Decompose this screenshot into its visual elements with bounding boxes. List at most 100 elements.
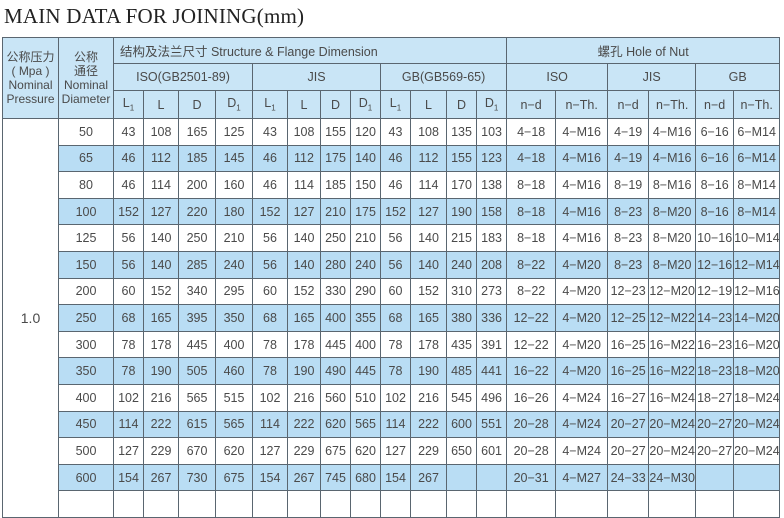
table-cell: 140 — [410, 224, 447, 252]
table-cell: 200 — [178, 171, 216, 199]
table-cell: 158 — [475, 197, 508, 226]
table-cell: 4−M24 — [555, 410, 609, 439]
table-row: 400 102 216 565 515 102 216 560 510 102 216 545 496 1… — [3, 383, 781, 412]
table-cell: 565 — [178, 383, 216, 412]
table-cell: 46 — [113, 144, 144, 173]
table-cell: 140 — [350, 144, 381, 173]
dimension-column-header: L1 — [252, 90, 288, 119]
table-cell: 340 — [178, 277, 216, 306]
table-cell: 190 — [410, 357, 447, 385]
table-cell: 745 — [320, 463, 351, 492]
table-cell: 650 — [446, 437, 477, 465]
table-cell — [380, 490, 411, 518]
table-cell: 6−16 — [695, 118, 735, 146]
page-title: MAIN DATA FOR JOINING(mm) — [4, 4, 305, 28]
table-cell: 8−18 — [506, 197, 557, 226]
column-subscript: 1 — [367, 103, 373, 113]
table-cell: 4−M27 — [555, 463, 609, 492]
dimension-column-header: D1 — [350, 90, 381, 119]
table-cell: 16−M24 — [648, 383, 697, 412]
table-cell: 43 — [113, 118, 144, 146]
table-cell: 560 — [320, 383, 351, 412]
table-cell: 545 — [446, 383, 477, 412]
table-cell: 8−22 — [506, 277, 557, 306]
table-cell: 250 — [320, 224, 351, 252]
nominal-diameter-cell: 250 — [58, 304, 114, 332]
table-cell: 138 — [475, 171, 508, 199]
table-cell — [695, 490, 735, 518]
table-cell: 8−16 — [695, 171, 735, 199]
table-cell: 12−M14 — [733, 250, 781, 279]
table-cell: 12−25 — [607, 304, 650, 332]
table-cell: 400 — [215, 330, 253, 359]
table-cell — [475, 463, 508, 492]
table-cell: 16−23 — [695, 330, 735, 359]
table-cell: 20−M24 — [733, 437, 781, 465]
hole-iso-header: ISO — [506, 63, 609, 91]
table-cell: 127 — [410, 197, 447, 226]
header-line: Nominal — [63, 78, 108, 92]
table-cell: 56 — [380, 250, 411, 279]
table-cell: 165 — [287, 304, 321, 332]
table-row: 500 127 229 670 620 127 229 675 620 127 229 650 601 2… — [3, 437, 781, 465]
table-cell: 675 — [215, 463, 253, 492]
table-cell: 127 — [287, 197, 321, 226]
table-cell: 435 — [446, 330, 477, 359]
table-row: 65 46 112 185 145 46 112 175 140 46 112 155 123 4−18 4… — [3, 144, 781, 173]
table-cell: 160 — [215, 171, 253, 199]
table-cell: 18−M24 — [733, 383, 781, 412]
table-cell: 4−M16 — [648, 144, 697, 173]
table-cell: 250 — [178, 224, 216, 252]
table-cell: 16−25 — [607, 357, 650, 385]
table-cell: 8−18 — [506, 224, 557, 252]
table-cell: 165 — [178, 118, 216, 146]
table-cell: 445 — [350, 357, 381, 385]
table-cell: 551 — [475, 410, 508, 439]
nominal-diameter-cell: 65 — [58, 144, 114, 173]
table-cell: 152 — [287, 277, 321, 306]
table-cell: 20−27 — [607, 410, 650, 439]
table-cell: 445 — [178, 330, 216, 359]
table-cell: 185 — [178, 144, 216, 173]
nominal-diameter-cell: 350 — [58, 357, 114, 385]
table-row: 1.0 50 43 108 165 125 43 108 155 120 43 108 135 103 4−… — [2, 118, 781, 518]
nominal-diameter-cell: 400 — [58, 383, 114, 412]
table-cell: 165 — [410, 304, 447, 332]
nominal-diameter-cell: 600 — [58, 463, 114, 492]
table-cell: 16−M22 — [648, 357, 697, 385]
table-cell: 183 — [475, 224, 508, 252]
joining-data-table: 公称压力 ( Mpa ) Nominal Pressure 公称 通径 Nomi… — [2, 37, 781, 518]
table-cell: 102 — [380, 383, 411, 412]
table-cell: 175 — [320, 144, 351, 173]
table-cell: 6−M14 — [733, 118, 781, 146]
table-cell: 24−33 — [607, 463, 650, 492]
table-cell: 155 — [446, 144, 477, 173]
table-cell — [446, 463, 477, 492]
table-cell: 8−M20 — [648, 197, 697, 226]
table-cell: 8−22 — [506, 250, 557, 279]
table-cell: 4−18 — [506, 144, 557, 173]
nominal-diameter-cell: 300 — [58, 330, 114, 359]
dimension-column-header: L — [410, 90, 447, 119]
table-cell: 12−M22 — [648, 304, 697, 332]
table-cell: 4−M24 — [555, 437, 609, 465]
column-label: D — [484, 96, 494, 111]
table-cell: 20−27 — [607, 437, 650, 465]
table-cell: 78 — [380, 357, 411, 385]
table-cell: 114 — [410, 171, 447, 199]
table-cell: 102 — [252, 383, 288, 412]
table-cell: 4−M16 — [555, 224, 609, 252]
table-cell: 215 — [446, 224, 477, 252]
table-cell: 490 — [320, 357, 351, 385]
table-cell: 18−27 — [695, 383, 735, 412]
table-cell: 108 — [410, 118, 447, 146]
nominal-diameter-cell: 450 — [58, 410, 114, 439]
table-cell: 140 — [143, 224, 179, 252]
table-cell: 20−31 — [506, 463, 557, 492]
table-cell: 103 — [475, 118, 508, 146]
table-cell: 140 — [143, 250, 179, 279]
table-cell: 210 — [350, 224, 381, 252]
table-row: 150 56 140 285 240 56 140 280 240 56 140 240 208 8−22… — [3, 250, 781, 279]
table-cell: 216 — [410, 383, 447, 412]
table-cell: 330 — [320, 277, 351, 306]
